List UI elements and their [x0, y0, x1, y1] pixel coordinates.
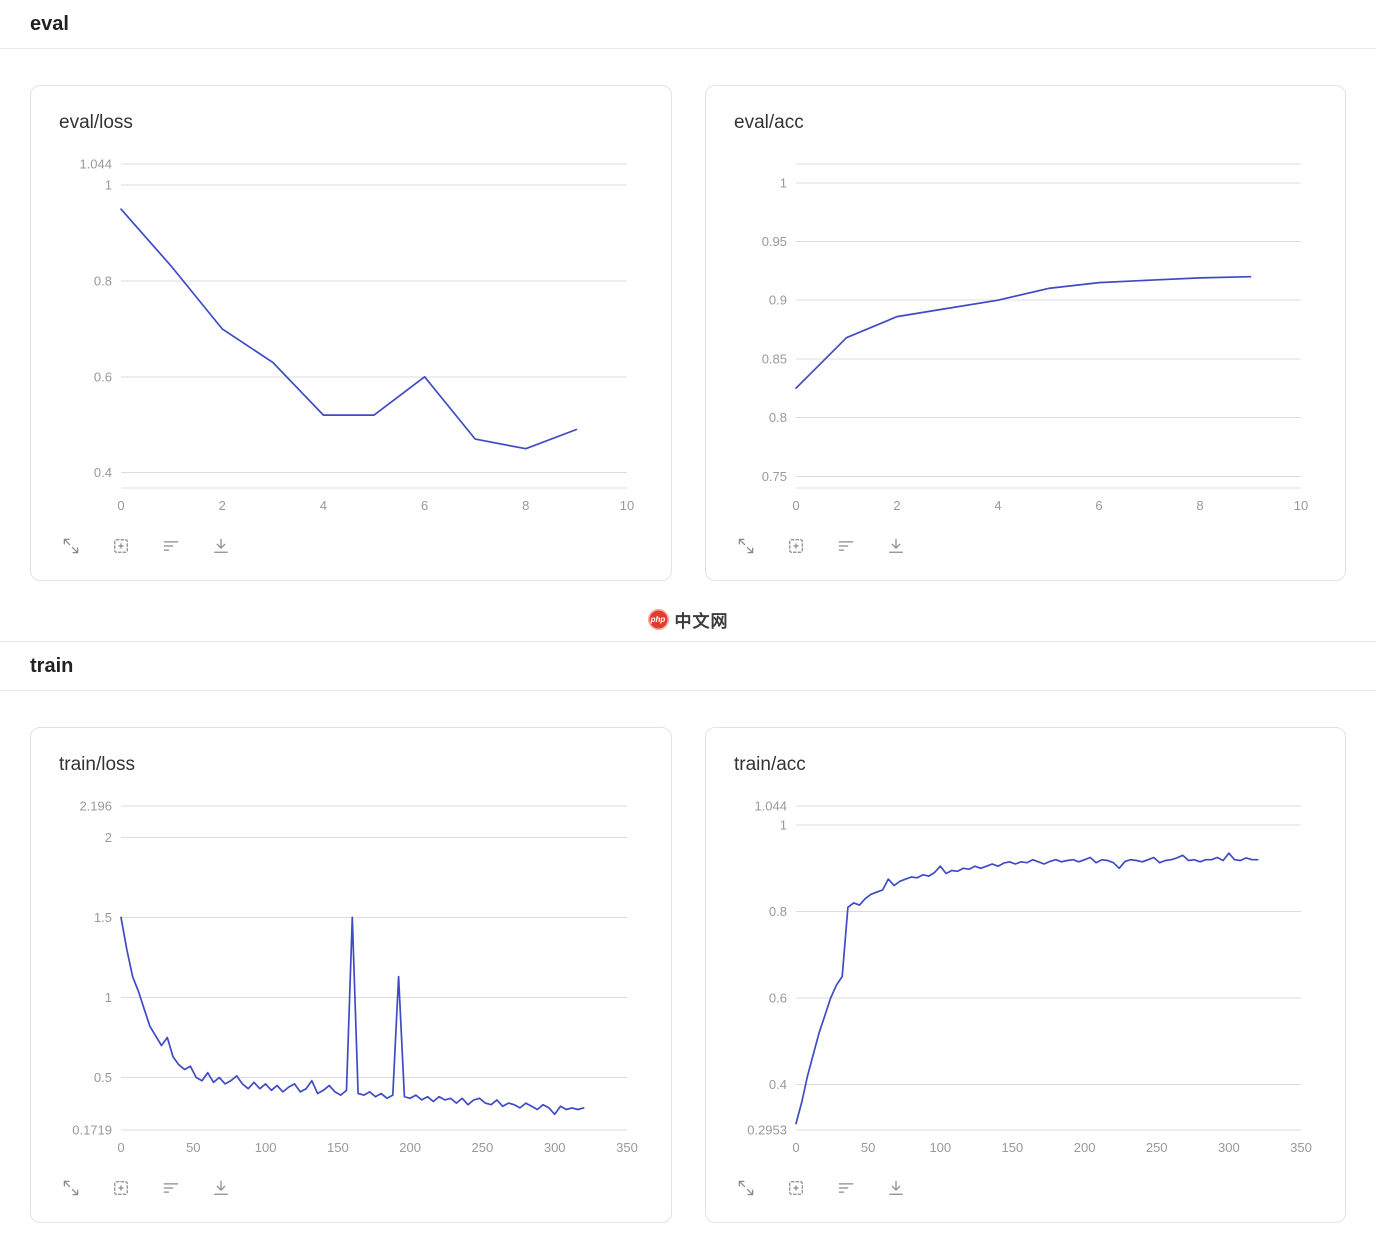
chart-card-train-acc: train/acc 1.044 1 0.8 0.6 0.4 0.2953 0 50 100 150… [705, 727, 1346, 1223]
pin-icon[interactable] [109, 1176, 133, 1200]
fullscreen-icon[interactable] [59, 534, 83, 558]
svg-text:150: 150 [327, 1140, 349, 1155]
svg-text:4: 4 [320, 498, 327, 513]
download-icon[interactable] [884, 534, 908, 558]
line-chart-train-loss[interactable]: 2.196 2 1.5 1 0.5 0.1719 0 50 100 150 200 250 300 350 [59, 800, 643, 1164]
svg-text:0: 0 [792, 498, 799, 513]
section-title-eval: eval [30, 13, 69, 35]
svg-text:0.1719: 0.1719 [72, 1123, 112, 1138]
divider [0, 690, 1376, 691]
svg-text:2: 2 [893, 498, 900, 513]
pin-icon[interactable] [784, 1176, 808, 1200]
svg-text:50: 50 [861, 1140, 875, 1155]
svg-text:0.4: 0.4 [769, 1077, 787, 1092]
svg-text:100: 100 [929, 1140, 951, 1155]
svg-text:50: 50 [186, 1140, 200, 1155]
section-header-eval: eval [0, 0, 1376, 48]
svg-text:0: 0 [117, 1140, 124, 1155]
section-title-train: train [30, 655, 74, 677]
chart-toolbar [59, 534, 643, 564]
chart-title: eval/acc [734, 112, 804, 133]
svg-text:0.5: 0.5 [94, 1070, 112, 1085]
fullscreen-icon[interactable] [59, 1176, 83, 1200]
php-cn-watermark: php 中文网 [0, 607, 1376, 632]
svg-text:4: 4 [994, 498, 1001, 513]
svg-text:1: 1 [105, 178, 112, 193]
php-logo-icon: php [647, 609, 669, 630]
eval-charts-grid: eval/loss 1.044 1 0.8 0.6 0.4 0 2 4 6 8 10 eval/ac… [0, 85, 1376, 581]
svg-text:2.196: 2.196 [79, 800, 112, 814]
chart-toolbar [59, 1176, 643, 1206]
svg-text:1: 1 [780, 175, 787, 190]
smoothing-icon[interactable] [159, 1176, 183, 1200]
svg-text:1: 1 [780, 818, 787, 833]
svg-text:0: 0 [117, 498, 124, 513]
svg-text:8: 8 [1196, 498, 1203, 513]
section-header-train: train [0, 642, 1376, 690]
svg-text:0.8: 0.8 [769, 410, 787, 425]
svg-text:0.4: 0.4 [94, 465, 112, 480]
svg-text:350: 350 [616, 1140, 638, 1155]
svg-text:2: 2 [105, 830, 112, 845]
svg-text:300: 300 [1218, 1140, 1240, 1155]
svg-text:250: 250 [1146, 1140, 1168, 1155]
chart-card-eval-loss: eval/loss 1.044 1 0.8 0.6 0.4 0 2 4 6 8 10 [30, 85, 672, 581]
chart-canvas[interactable]: 1 0.95 0.9 0.85 0.8 0.75 0 2 4 6 8 10 [734, 158, 1317, 522]
fullscreen-icon[interactable] [734, 1176, 758, 1200]
chart-toolbar [734, 1176, 1317, 1206]
svg-text:0.8: 0.8 [769, 904, 787, 919]
svg-text:0.6: 0.6 [94, 369, 112, 384]
chart-canvas[interactable]: 2.196 2 1.5 1 0.5 0.1719 0 50 100 150 200 250 300 350 [59, 800, 643, 1164]
pin-icon[interactable] [109, 534, 133, 558]
svg-text:0.6: 0.6 [769, 991, 787, 1006]
svg-text:0.2953: 0.2953 [747, 1123, 787, 1138]
svg-text:300: 300 [544, 1140, 566, 1155]
download-icon[interactable] [884, 1176, 908, 1200]
chart-title: train/loss [59, 754, 136, 775]
smoothing-icon[interactable] [834, 534, 858, 558]
chart-canvas[interactable]: 1.044 1 0.8 0.6 0.4 0 2 4 6 8 10 [59, 158, 643, 522]
pin-icon[interactable] [784, 534, 808, 558]
svg-text:0.9: 0.9 [769, 293, 787, 308]
divider [0, 48, 1376, 49]
download-icon[interactable] [209, 1176, 233, 1200]
svg-text:0.8: 0.8 [94, 273, 112, 288]
svg-text:0.85: 0.85 [762, 351, 787, 366]
fullscreen-icon[interactable] [734, 534, 758, 558]
svg-text:200: 200 [399, 1140, 421, 1155]
svg-text:0: 0 [792, 1140, 799, 1155]
svg-text:8: 8 [522, 498, 529, 513]
line-chart-train-acc[interactable]: 1.044 1 0.8 0.6 0.4 0.2953 0 50 100 150 200 250 300 3… [734, 800, 1317, 1164]
svg-text:10: 10 [1294, 498, 1308, 513]
svg-text:150: 150 [1002, 1140, 1024, 1155]
svg-text:1: 1 [105, 990, 112, 1005]
chart-canvas[interactable]: 1.044 1 0.8 0.6 0.4 0.2953 0 50 100 150 200 250 300 3… [734, 800, 1317, 1164]
svg-text:1.5: 1.5 [94, 910, 112, 925]
svg-text:0.75: 0.75 [762, 469, 787, 484]
svg-text:100: 100 [255, 1140, 277, 1155]
line-chart-eval-acc[interactable]: 1 0.95 0.9 0.85 0.8 0.75 0 2 4 6 8 10 [734, 158, 1317, 522]
chart-card-train-loss: train/loss 2.196 2 1.5 1 0.5 0.1719 0 50 100 150 2… [30, 727, 672, 1223]
chart-title: eval/loss [59, 112, 133, 133]
line-chart-eval-loss[interactable]: 1.044 1 0.8 0.6 0.4 0 2 4 6 8 10 [59, 158, 643, 522]
svg-text:200: 200 [1074, 1140, 1096, 1155]
smoothing-icon[interactable] [834, 1176, 858, 1200]
train-charts-grid: train/loss 2.196 2 1.5 1 0.5 0.1719 0 50 100 150 2… [0, 727, 1376, 1223]
svg-text:0.95: 0.95 [762, 234, 787, 249]
svg-text:1.044: 1.044 [79, 158, 112, 172]
svg-text:6: 6 [1095, 498, 1102, 513]
watermark-site-text: 中文网 [674, 612, 729, 631]
svg-text:6: 6 [421, 498, 428, 513]
svg-text:350: 350 [1290, 1140, 1312, 1155]
svg-text:10: 10 [620, 498, 634, 513]
smoothing-icon[interactable] [159, 534, 183, 558]
download-icon[interactable] [209, 534, 233, 558]
svg-text:1.044: 1.044 [754, 800, 787, 814]
chart-card-eval-acc: eval/acc 1 0.95 0.9 0.85 0.8 0.75 0 2 4 6 8 10 [705, 85, 1346, 581]
chart-toolbar [734, 534, 1317, 564]
svg-text:2: 2 [219, 498, 226, 513]
chart-title: train/acc [734, 754, 806, 775]
svg-text:250: 250 [472, 1140, 494, 1155]
divider [0, 641, 1376, 642]
